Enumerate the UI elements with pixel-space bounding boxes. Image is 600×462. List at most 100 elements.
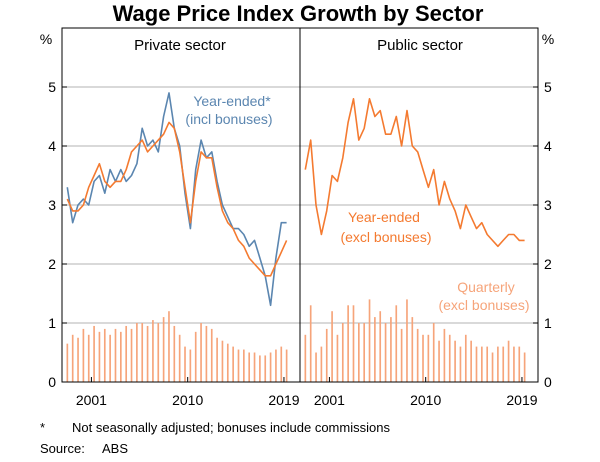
legend-private-year-ended-incl: Year-ended* bbox=[193, 93, 271, 109]
bar-p0-s2-3 bbox=[82, 328, 85, 382]
bar-p1-s1-30 bbox=[464, 334, 467, 382]
bar-p1-s1-40 bbox=[518, 346, 521, 382]
bar-p1-s1-41 bbox=[523, 352, 526, 382]
y-tick-label-left-5: 5 bbox=[48, 79, 56, 95]
y-tick-label-right-3: 3 bbox=[544, 197, 552, 213]
y-tick-label-left-4: 4 bbox=[48, 138, 56, 154]
bar-p1-s1-10 bbox=[358, 323, 360, 382]
bar-p0-s2-4 bbox=[87, 334, 90, 382]
bar-p0-s2-41 bbox=[285, 349, 288, 382]
bar-p0-s2-2 bbox=[77, 337, 79, 382]
bar-p1-s1-32 bbox=[475, 346, 478, 382]
bar-p0-s2-32 bbox=[237, 349, 240, 382]
bar-p1-s1-22 bbox=[422, 334, 424, 382]
bar-p1-s1-2 bbox=[315, 352, 317, 382]
bar-p0-s2-39 bbox=[275, 349, 277, 382]
right-unit-label: % bbox=[542, 31, 554, 47]
bar-p0-s2-24 bbox=[194, 331, 197, 382]
series-line-p0-s1 bbox=[66, 121, 288, 277]
bar-p0-s2-15 bbox=[146, 325, 149, 382]
bar-p1-s1-6 bbox=[336, 334, 339, 382]
bar-p0-s2-38 bbox=[269, 352, 272, 382]
public-sector-marks bbox=[304, 98, 526, 382]
bar-p1-s1-12 bbox=[368, 299, 371, 382]
bar-p1-s1-23 bbox=[427, 334, 430, 382]
bar-p0-s2-12 bbox=[130, 328, 133, 382]
bar-p0-s2-34 bbox=[248, 352, 251, 382]
y-tick-label-left-3: 3 bbox=[48, 197, 56, 213]
left-unit-label: % bbox=[40, 31, 52, 47]
bar-p0-s2-22 bbox=[184, 346, 186, 382]
bar-p0-s2-23 bbox=[189, 349, 192, 382]
footnote-marker: * bbox=[40, 420, 46, 435]
bar-p1-s1-4 bbox=[325, 328, 328, 382]
public-sector-panel: Public sector Year-ended (excl bonuses) … bbox=[304, 37, 530, 382]
bar-p1-s1-28 bbox=[454, 340, 456, 382]
source-text: ABS bbox=[102, 441, 129, 456]
bar-p0-s2-28 bbox=[216, 337, 218, 382]
bar-p1-s1-5 bbox=[331, 311, 333, 382]
private-sector-panel: Private sector Year-ended* (incl bonuses… bbox=[66, 37, 288, 382]
footnote: * Not seasonally adjusted; bonuses includ… bbox=[40, 420, 390, 435]
bar-p1-s1-38 bbox=[507, 340, 510, 382]
bar-p1-s1-14 bbox=[379, 311, 382, 382]
bar-p1-s1-24 bbox=[432, 323, 435, 382]
y-tick-label-right-5: 5 bbox=[544, 79, 552, 95]
bar-p1-s1-29 bbox=[459, 346, 462, 382]
bar-p1-s1-19 bbox=[406, 299, 408, 382]
y-tick-label-left-1: 1 bbox=[48, 315, 56, 331]
y-tick-label-left-2: 2 bbox=[48, 256, 56, 272]
bar-p0-s2-21 bbox=[178, 334, 181, 382]
y-tick-label-right-2: 2 bbox=[544, 256, 552, 272]
bar-p0-s2-11 bbox=[125, 325, 128, 382]
legend-public-year-ended-excl: Year-ended bbox=[348, 209, 420, 225]
bar-p0-s2-27 bbox=[210, 328, 213, 382]
bar-p0-s2-13 bbox=[136, 323, 138, 382]
x-tick-label-p1-2019: 2019 bbox=[506, 392, 537, 408]
x-tick-label-p0-2001: 2001 bbox=[76, 392, 107, 408]
bar-p0-s2-9 bbox=[114, 328, 117, 382]
bar-p1-s1-9 bbox=[352, 305, 355, 382]
bar-p1-s1-33 bbox=[481, 346, 483, 382]
x-tick-label-p1-2010: 2010 bbox=[410, 392, 441, 408]
panel-title-public: Public sector bbox=[377, 37, 463, 54]
bar-p0-s2-26 bbox=[205, 325, 208, 382]
bar-p1-s1-35 bbox=[491, 352, 494, 382]
y-tick-label-right-4: 4 bbox=[544, 138, 552, 154]
legend-private-incl-bonuses: (incl bonuses) bbox=[185, 111, 272, 127]
bar-p1-s1-34 bbox=[486, 346, 489, 382]
bar-p1-s1-0 bbox=[304, 334, 307, 382]
x-tick-label-p0-2010: 2010 bbox=[172, 392, 203, 408]
bar-p0-s2-10 bbox=[120, 331, 122, 382]
bar-p1-s1-1 bbox=[309, 305, 312, 382]
bar-p0-s2-29 bbox=[221, 340, 224, 382]
y-tick-label-right-1: 1 bbox=[544, 315, 552, 331]
chart-title: Wage Price Index Growth by Sector bbox=[113, 1, 484, 26]
bar-p0-s2-40 bbox=[280, 346, 283, 382]
bar-p1-s1-26 bbox=[443, 328, 446, 382]
bar-p0-s2-36 bbox=[259, 355, 261, 382]
bar-p0-s2-35 bbox=[253, 352, 256, 382]
bar-p0-s2-17 bbox=[157, 323, 160, 382]
x-tick-label-p0-2019: 2019 bbox=[268, 392, 299, 408]
bar-p1-s1-7 bbox=[341, 323, 344, 382]
bar-p1-s1-39 bbox=[513, 346, 515, 382]
bar-p1-s1-25 bbox=[438, 340, 440, 382]
y-tick-label-left-0: 0 bbox=[48, 374, 56, 390]
x-tick-label-p1-2001: 2001 bbox=[314, 392, 345, 408]
bar-p0-s2-16 bbox=[152, 320, 154, 382]
source-label: Source: bbox=[40, 441, 85, 456]
bar-p1-s1-15 bbox=[384, 323, 387, 382]
bar-p1-s1-18 bbox=[400, 328, 403, 382]
bar-p0-s2-0 bbox=[66, 343, 69, 382]
source-note: Source: ABS bbox=[40, 441, 128, 456]
bar-p0-s2-37 bbox=[264, 355, 267, 382]
bar-p0-s2-7 bbox=[103, 328, 106, 382]
bar-p0-s2-5 bbox=[93, 325, 95, 382]
bar-p1-s1-3 bbox=[320, 346, 323, 382]
bar-p0-s2-6 bbox=[98, 331, 101, 382]
bar-p1-s1-8 bbox=[347, 305, 349, 382]
bar-p1-s1-20 bbox=[411, 317, 414, 382]
bar-p1-s1-13 bbox=[374, 317, 376, 382]
